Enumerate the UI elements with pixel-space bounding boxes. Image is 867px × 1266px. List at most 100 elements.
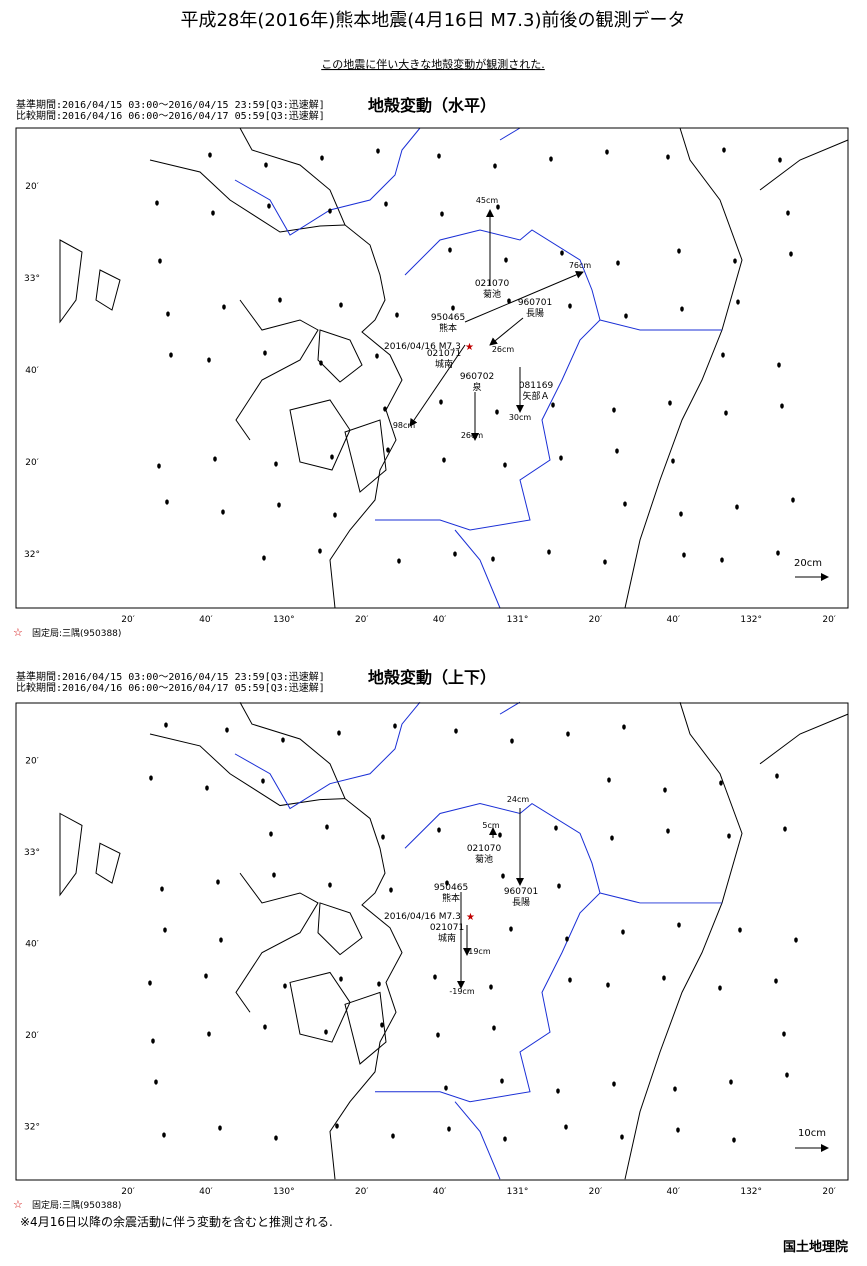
station-marker (607, 777, 611, 783)
station-marker (278, 297, 282, 303)
station-marker (448, 247, 452, 253)
station-marker (263, 350, 267, 356)
vector-label: -19cm (449, 987, 474, 996)
station-marker (547, 549, 551, 555)
station-marker (160, 886, 164, 892)
station-marker (283, 983, 287, 989)
y-tick-label: 33° (24, 274, 40, 284)
station-marker (568, 977, 572, 983)
station-marker (277, 502, 281, 508)
station-marker (671, 458, 675, 464)
station-id: 950465 (434, 883, 468, 893)
station-marker (169, 352, 173, 358)
station-id: 021070 (475, 279, 510, 289)
station-marker (566, 731, 570, 737)
station-marker (565, 936, 569, 942)
station-marker (668, 400, 672, 406)
station-marker (269, 831, 273, 837)
station-marker (148, 980, 152, 986)
station-marker (442, 457, 446, 463)
epicenter-star: ★ (465, 342, 474, 353)
x-tick-label: 20′ (121, 615, 135, 625)
station-marker (320, 155, 324, 161)
station-marker (211, 210, 215, 216)
station-marker (729, 1079, 733, 1085)
station-marker (510, 738, 514, 744)
station-marker (666, 154, 670, 160)
station-marker (722, 147, 726, 153)
station-marker (554, 825, 558, 831)
vector-label: 45cm (476, 196, 499, 205)
epicenter-star: ★ (466, 912, 475, 923)
station-marker (559, 455, 563, 461)
station-marker (205, 785, 209, 791)
y-tick-label: 20′ (25, 458, 39, 468)
station-marker (724, 410, 728, 416)
scale-label: 10cm (798, 1128, 826, 1139)
station-marker (165, 499, 169, 505)
station-marker (262, 555, 266, 561)
x-tick-label: 20′ (355, 1187, 369, 1197)
station-marker (786, 210, 790, 216)
footer-note: ※4月16日以降の余震活動に伴う変動を含むと推測される. (20, 1214, 333, 1229)
station-marker (720, 557, 724, 563)
station-marker (274, 461, 278, 467)
station-marker (166, 311, 170, 317)
station-marker (333, 512, 337, 518)
station-marker (318, 548, 322, 554)
station-marker (444, 1085, 448, 1091)
station-marker (437, 153, 441, 159)
station-id: 960702 (460, 372, 494, 382)
y-tick-label: 32° (24, 550, 40, 560)
x-tick-label: 20′ (121, 1187, 135, 1197)
x-tick-label: 40′ (433, 615, 447, 625)
station-marker (735, 504, 739, 510)
station-marker (380, 1022, 384, 1028)
station-marker (778, 157, 782, 163)
station-marker (621, 929, 625, 935)
station-marker (491, 556, 495, 562)
page-title: 平成28年(2016年)熊本地震(4月16日 M7.3)前後の観測データ (180, 10, 685, 31)
station-marker (663, 787, 667, 793)
fixed-star: ☆ (13, 1198, 23, 1211)
x-tick-label: 130° (273, 615, 295, 625)
fixed-station: 固定局:三隅(950388) (32, 627, 121, 639)
vector-label: 24cm (507, 795, 530, 804)
station-marker (155, 200, 159, 206)
station-marker (603, 559, 607, 565)
station-marker (624, 313, 628, 319)
station-name: 熊本 (442, 892, 460, 904)
station-marker (149, 775, 153, 781)
station-marker (207, 357, 211, 363)
x-tick-label: 40′ (199, 615, 213, 625)
station-marker (330, 454, 334, 460)
station-marker (433, 974, 437, 980)
vector-label: 26cm (492, 345, 515, 354)
station-marker (391, 1133, 395, 1139)
station-marker (662, 975, 666, 981)
y-tick-label: 40′ (25, 366, 39, 376)
station-id: 021071 (427, 349, 461, 359)
x-tick-label: 131° (507, 1187, 529, 1197)
x-tick-label: 40′ (667, 1187, 681, 1197)
displacement-arrow (409, 344, 466, 427)
station-marker (383, 406, 387, 412)
station-marker (551, 402, 555, 408)
station-marker (213, 456, 217, 462)
station-marker (267, 203, 271, 209)
station-marker (503, 462, 507, 468)
station-name: 城南 (438, 932, 456, 944)
station-marker (682, 552, 686, 558)
station-marker (622, 724, 626, 730)
x-tick-label: 131° (507, 615, 529, 625)
vector-label: 5cm (482, 821, 499, 830)
station-marker (447, 1126, 451, 1132)
station-marker (222, 304, 226, 310)
displacement-arrow (464, 271, 584, 323)
station-marker (610, 835, 614, 841)
station-marker (375, 353, 379, 359)
station-marker (437, 827, 441, 833)
station-marker (666, 828, 670, 834)
epicenter-label: 2016/04/16 M7.3 (384, 912, 461, 922)
period-base: 基準期間:2016/04/15 03:00～2016/04/15 23:59[Q… (16, 670, 325, 683)
